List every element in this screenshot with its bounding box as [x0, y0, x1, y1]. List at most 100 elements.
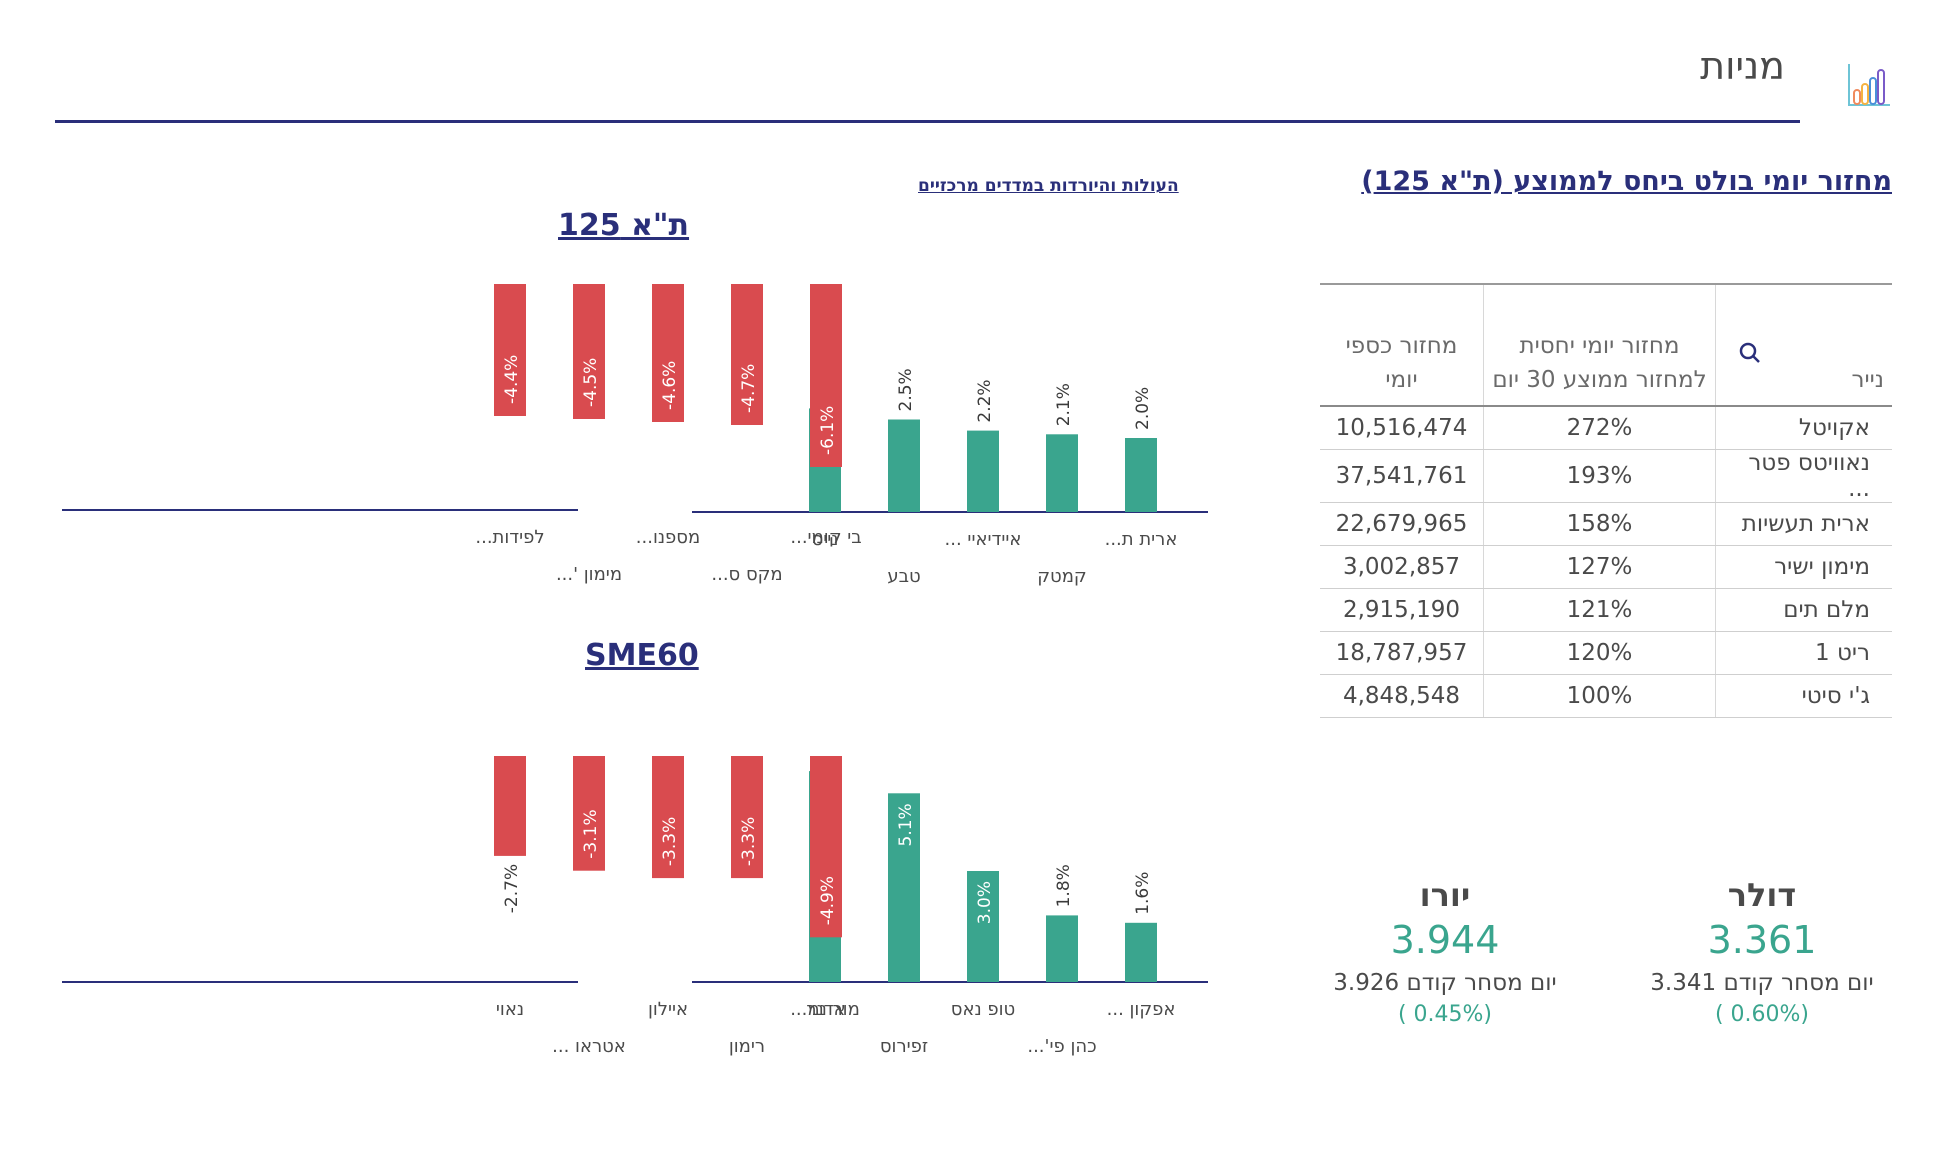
loss-bar [652, 284, 684, 422]
loss-bar [731, 284, 763, 425]
security-name[interactable]: ארית תעשיות [1715, 502, 1892, 546]
relative-value: 120% [1483, 631, 1716, 675]
header-security[interactable]: נייר [1715, 283, 1892, 407]
category-label: מספנו... [636, 527, 700, 548]
header-divider [55, 120, 1800, 123]
eur-prev-line: יום מסחר קודם 3.926 [1315, 970, 1575, 996]
category-label: זפירוס [880, 1036, 928, 1057]
gain-bar [888, 793, 920, 982]
category-label: אדנר [806, 999, 845, 1020]
cash-value: 10,516,474 [1320, 406, 1484, 450]
cash-value: 2,915,190 [1320, 588, 1484, 632]
bar-value-label: 5.1% [896, 803, 916, 846]
category-label: אטראו ... [552, 1036, 626, 1057]
gain-bar [967, 871, 999, 982]
turnover-table: נייר מחזור יומי יחסית למחזור ממוצע 30 יו… [1320, 283, 1892, 718]
category-label: נאוי [496, 999, 524, 1020]
cash-value: 18,787,957 [1320, 631, 1484, 675]
relative-value: 127% [1483, 545, 1716, 589]
usd-rate-card: דולר 3.361 יום מסחר קודם 3.341 ( 0.60%) [1632, 876, 1892, 1027]
bar-value-label: 2.5% [896, 368, 916, 411]
table-row[interactable]: מלם תים 121% 2,915,190 [1320, 588, 1892, 632]
gain-bar [888, 419, 920, 512]
eur-value: 3.944 [1390, 918, 1500, 962]
table-row[interactable]: מימון ישיר 127% 3,002,857 [1320, 545, 1892, 589]
category-label: מקס ס... [711, 564, 782, 585]
usd-value: 3.361 [1707, 918, 1817, 962]
loss-bar [494, 284, 526, 416]
gain-bar [1046, 434, 1078, 512]
loss-bar [810, 284, 842, 467]
cash-value: 37,541,761 [1320, 449, 1484, 503]
table-row[interactable]: ארית תעשיות 158% 22,679,965 [1320, 502, 1892, 546]
bar-value-label: -3.3% [660, 817, 680, 866]
bar-value-label: -4.9% [818, 876, 838, 925]
category-label: איידיאיי ... [945, 529, 1022, 550]
usd-prev-line: יום מסחר קודם 3.341 [1632, 970, 1892, 996]
bar-value-label: -4.6% [660, 361, 680, 410]
turnover-section-link[interactable]: מחזור יומי בולט ביחס לממוצע (ת"א 125) [1361, 166, 1892, 197]
eur-prev-value: 3.926 [1333, 970, 1400, 996]
usd-change: ( 0.60%) [1714, 1002, 1810, 1027]
movers-link[interactable]: העולות והיורדות במדדים מרכזיים [918, 176, 1179, 196]
cash-value: 4,848,548 [1320, 674, 1484, 718]
category-label: טופ נאס [951, 999, 1015, 1020]
category-label: איילון [648, 999, 688, 1020]
bar-chart-logo-icon [1848, 64, 1890, 106]
relative-value: 100% [1483, 674, 1716, 718]
table-row[interactable]: ריט 1 120% 18,787,957 [1320, 631, 1892, 675]
eur-rate-card: יורו 3.944 יום מסחר קודם 3.926 ( 0.45%) [1315, 876, 1575, 1027]
usd-prev-value: 3.341 [1650, 970, 1717, 996]
security-name[interactable]: אקויטל [1715, 406, 1892, 450]
security-name[interactable]: ריט 1 [1715, 631, 1892, 675]
bar-value-label: -3.3% [739, 817, 759, 866]
category-label: רימון [729, 1036, 765, 1057]
category-label: אפקון ... [1107, 999, 1176, 1020]
bar-value-label: -2.7% [502, 864, 522, 913]
category-label: בי קומי... [790, 527, 861, 548]
security-name[interactable]: נאוויטס פטר ... [1715, 449, 1892, 503]
relative-value: 272% [1483, 406, 1716, 450]
category-label: כהן פי'... [1027, 1036, 1096, 1057]
loss-bar [731, 756, 763, 879]
eur-change: ( 0.45%) [1397, 1002, 1493, 1027]
gain-bar [1125, 438, 1157, 512]
cash-value: 3,002,857 [1320, 545, 1484, 589]
security-name[interactable]: ג'י סיטי [1715, 674, 1892, 718]
security-name[interactable]: מלם תים [1715, 588, 1892, 632]
eur-prev-label: יום מסחר קודם [1406, 970, 1557, 996]
table-row[interactable]: אקויטל 272% 10,516,474 [1320, 406, 1892, 450]
bar-value-label: 3.0% [975, 881, 995, 924]
bar-value-label: 2.1% [1054, 383, 1074, 426]
ta125-chart-title[interactable]: ת"א 125 [558, 208, 690, 243]
gain-bar [1046, 915, 1078, 982]
bar-value-label: -4.7% [739, 364, 759, 413]
header-relative: מחזור יומי יחסית למחזור ממוצע 30 יום [1483, 283, 1716, 407]
table-row[interactable]: נאוויטס פטר ... 193% 37,541,761 [1320, 449, 1892, 503]
sme60-chart-title[interactable]: SME60 [585, 638, 699, 673]
gain-bar [1125, 922, 1157, 982]
usd-name: דולר [1727, 876, 1797, 914]
category-label: מימון '... [556, 564, 622, 585]
bar-value-label: 1.6% [1133, 872, 1153, 915]
cash-value: 22,679,965 [1320, 502, 1484, 546]
bar-value-label: 1.8% [1054, 864, 1074, 907]
bar-value-label: -4.5% [581, 358, 601, 407]
bar-value-label: -6.1% [818, 406, 838, 455]
usd-prev-label: יום מסחר קודם [1723, 970, 1874, 996]
bar-value-label: -3.1% [581, 809, 601, 858]
category-label: לפידות... [475, 527, 544, 548]
page-title: מניות [1700, 44, 1785, 88]
category-label: קמטק [1037, 566, 1086, 587]
loss-bar [810, 756, 842, 938]
loss-bar [652, 756, 684, 879]
category-label: טבע [887, 566, 920, 587]
loss-bar [573, 284, 605, 419]
loss-bar [573, 756, 605, 871]
eur-name: יורו [1419, 876, 1471, 914]
security-name[interactable]: מימון ישיר [1715, 545, 1892, 589]
bar-value-label: 2.2% [975, 379, 995, 422]
table-row[interactable]: ג'י סיטי 100% 4,848,548 [1320, 674, 1892, 718]
search-icon[interactable] [1738, 341, 1762, 365]
